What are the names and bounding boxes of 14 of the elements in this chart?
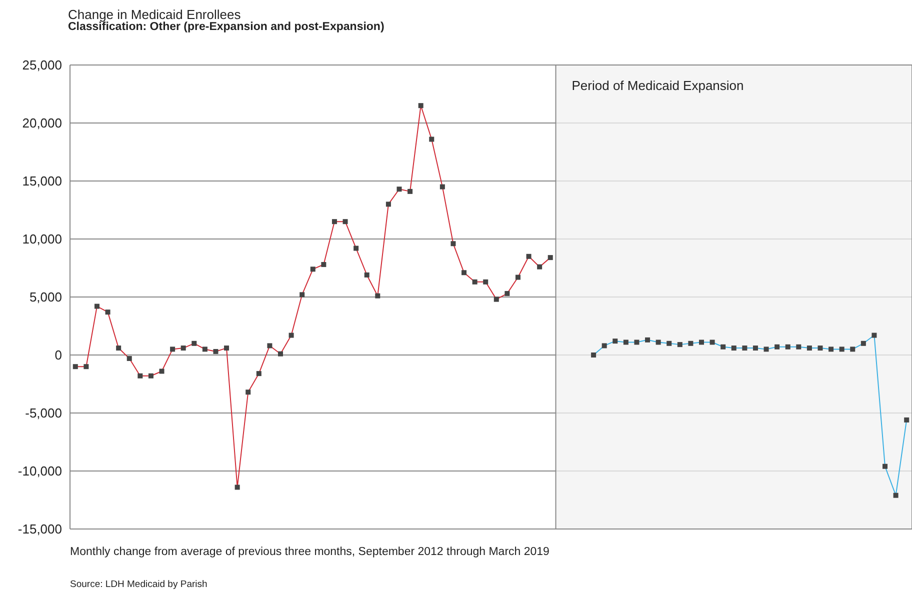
y-tick-label: -15,000 [18,522,62,537]
y-tick-label: 10,000 [22,232,62,247]
y-tick-label: 0 [54,348,62,363]
chart-subtitle: Classification: Other (pre-Expansion and post-Expansion) [68,21,384,34]
y-tick-label: 15,000 [22,174,62,189]
source-note: Source: LDH Medicaid by Parish [70,579,208,590]
y-tick-label: -10,000 [18,464,62,479]
y-tick-label: 25,000 [22,58,62,73]
y-tick-label: 20,000 [22,116,62,131]
annotation: Period of Medicaid Expansion [572,78,744,94]
x-axis-title: Monthly change from average of previous three months, September 2012 through March 2019 [70,546,550,558]
chart-title: Change in Medicaid Enrollees [68,7,241,22]
y-tick-label: -5,000 [25,406,62,421]
y-tick-label: 5,000 [29,290,62,305]
